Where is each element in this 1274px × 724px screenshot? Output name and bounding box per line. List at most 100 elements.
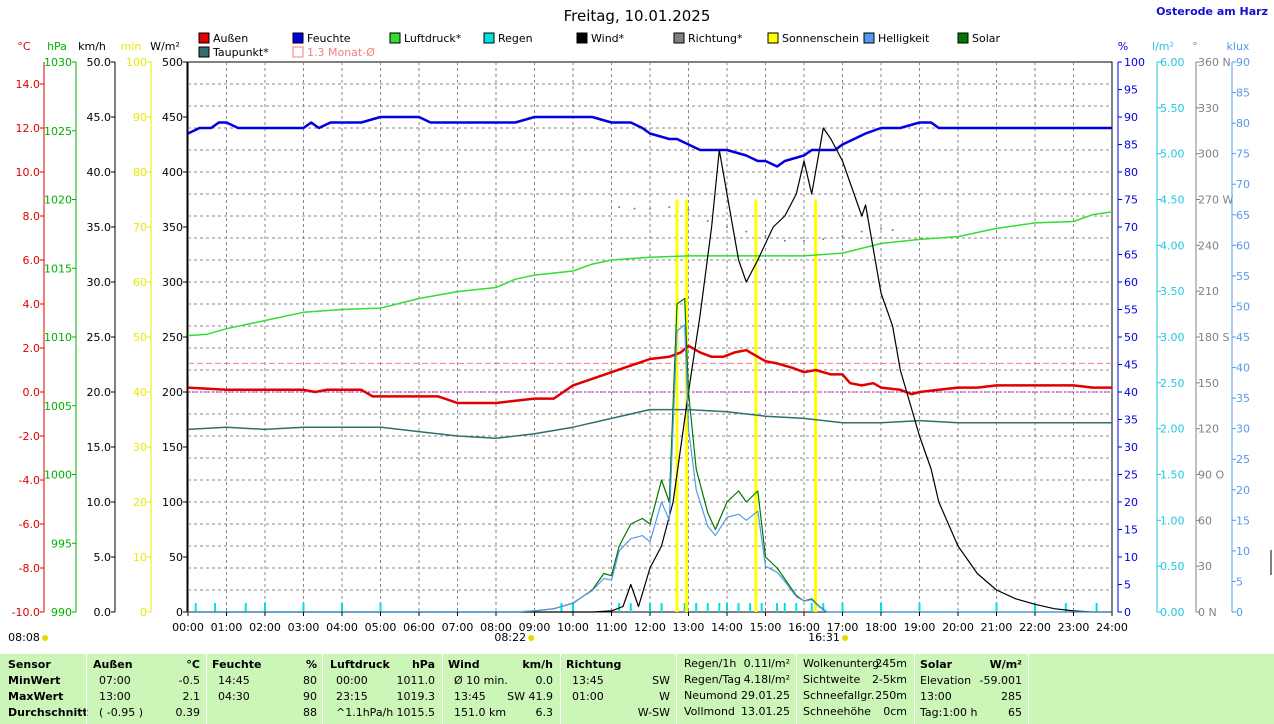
x-tick-label: 03:00 <box>288 621 320 634</box>
lm2-tick-label: 3.00 <box>1160 331 1185 344</box>
chart-axes: °C 14.0 12.0 10.0 8.0 6.0 4.0 2.0 0.0 -2.0 -4.0 -6.… <box>12 40 1272 619</box>
x-tick-label: 06:00 <box>403 621 435 634</box>
legend-entry: Wind* <box>591 32 625 45</box>
pct-tick-label: 65 <box>1124 249 1138 262</box>
hpa-tick-label: 995 <box>51 537 72 550</box>
stats-feuchte-time: 14:45 <box>218 674 250 687</box>
kmh-tick-label: 35.0 <box>87 221 112 234</box>
lm2-tick-label: 1.50 <box>1160 469 1185 482</box>
deg-tick-label: 360 N <box>1198 56 1231 69</box>
temp-tick-label: 2.0 <box>23 342 41 355</box>
stats-solar-value: 65 <box>1008 706 1022 719</box>
sun-time-label: 08:08 <box>8 631 40 644</box>
richtung-dot <box>687 209 690 212</box>
stats-regen-value: 13.01.25 <box>741 705 790 718</box>
wm2-tick-label: 350 <box>162 221 183 234</box>
hpa-tick-label: 1030 <box>44 56 72 69</box>
stats-wind-value: SW 41.9 <box>507 690 553 703</box>
temp-tick-label: -2.0 <box>19 430 40 443</box>
min-tick-label: 30 <box>133 441 147 454</box>
deg-tick-label: 150 <box>1198 377 1219 390</box>
stats-richtung-value: W <box>659 690 670 703</box>
hpa-tick-label: 1000 <box>44 469 72 482</box>
x-tick-label: 00:00 <box>172 621 204 634</box>
station-label: Osterode am Harz <box>1156 5 1268 18</box>
lm2-axis-unit: l/m² <box>1152 40 1174 53</box>
x-tick-label: 11:00 <box>596 621 628 634</box>
sun-icon <box>842 635 849 641</box>
legend-swatch <box>673 32 685 44</box>
richtung-dot <box>783 239 786 242</box>
stats-solar-unit: W/m² <box>989 658 1022 671</box>
x-tick-label: 07:00 <box>442 621 474 634</box>
pct-tick-label: 95 <box>1124 84 1138 97</box>
sun-icon <box>528 635 535 641</box>
x-tick-label: 24:00 <box>1096 621 1128 634</box>
stats-wind-unit: km/h <box>522 658 553 671</box>
wm2-tick-label: 50 <box>169 551 183 564</box>
stats-aussen-time: 07:00 <box>99 674 131 687</box>
wm2-tick-label: 450 <box>162 111 183 124</box>
pct-tick-label: 20 <box>1124 496 1138 509</box>
kmh-tick-label: 5.0 <box>94 551 112 564</box>
temp-tick-label: -8.0 <box>19 562 40 575</box>
lm2-tick-label: 6.00 <box>1160 56 1185 69</box>
richtung-dot <box>822 238 825 241</box>
klux-tick-label: 15 <box>1236 514 1250 527</box>
temp-tick-label: 14.0 <box>16 78 41 91</box>
series-feuchte <box>187 115 1112 168</box>
lm2-tick-label: 3.50 <box>1160 285 1185 298</box>
stats-luftdruck-value: 1015.5 <box>396 706 436 719</box>
pct-tick-label: 75 <box>1124 194 1138 207</box>
stats-luftdruck-value: 1019.3 <box>396 690 436 703</box>
stats-regen-value: 29.01.25 <box>741 689 790 702</box>
sun-time-label: 16:31 <box>808 631 840 644</box>
stats-feuchte-unit: % <box>305 658 317 671</box>
stats-luftdruck-unit: hPa <box>411 658 435 671</box>
stats-luftdruck-time: 00:00 <box>336 674 368 687</box>
temp-tick-label: -6.0 <box>19 518 40 531</box>
wm2-tick-label: 250 <box>162 331 183 344</box>
lm2-tick-label: 5.00 <box>1160 148 1185 161</box>
stats-wind-head: Wind <box>448 658 480 671</box>
hpa-tick-label: 1010 <box>44 331 72 344</box>
klux-tick-label: 40 <box>1236 362 1250 375</box>
klux-tick-label: 5 <box>1236 575 1243 588</box>
stats-sensor-head: Sensor <box>8 658 51 671</box>
stats-wolken-label: Wolkenunterg. <box>803 657 883 670</box>
min-tick-label: 100 <box>126 56 147 69</box>
stats-divider <box>796 654 797 724</box>
x-tick-label: 23:00 <box>1058 621 1090 634</box>
wm2-tick-label: 100 <box>162 496 183 509</box>
x-tick-label: 19:00 <box>904 621 936 634</box>
wm2-tick-label: 200 <box>162 386 183 399</box>
legend-entry: Regen <box>498 32 533 45</box>
lm2-tick-label: 5.50 <box>1160 102 1185 115</box>
legend-entry: Solar <box>972 32 1001 45</box>
x-tick-label: 09:00 <box>519 621 551 634</box>
lm2-tick-label: 0.00 <box>1160 606 1185 619</box>
deg-axis-unit: ° <box>1192 40 1198 53</box>
klux-tick-label: 20 <box>1236 484 1250 497</box>
stats-wolken-label: Schneefallgr. <box>803 689 875 702</box>
kmh-tick-label: 15.0 <box>87 441 112 454</box>
stats-solar-label: 13:00 <box>920 690 952 703</box>
legend-entry: Richtung* <box>688 32 743 45</box>
richtung-dot <box>880 227 882 230</box>
hpa-tick-label: 1005 <box>44 400 72 413</box>
klux-tick-label: 90 <box>1236 56 1250 69</box>
temp-tick-label: 6.0 <box>23 254 41 267</box>
stats-regen-label: Neumond <box>684 689 738 702</box>
stats-divider <box>560 654 561 724</box>
legend-swatch <box>767 32 779 44</box>
kmh-axis-unit: km/h <box>78 40 106 53</box>
stats-wolken-value: 245m <box>875 657 907 670</box>
legend-entry: Luftdruck* <box>404 32 462 45</box>
x-tick-label: 13:00 <box>673 621 705 634</box>
pct-tick-label: 5 <box>1124 579 1131 592</box>
stats-aussen-head: Außen <box>93 658 133 671</box>
x-tick-label: 20:00 <box>942 621 974 634</box>
kmh-tick-label: 30.0 <box>87 276 112 289</box>
sun-icon <box>42 635 48 641</box>
stats-row-label: MaxWert <box>8 690 64 703</box>
